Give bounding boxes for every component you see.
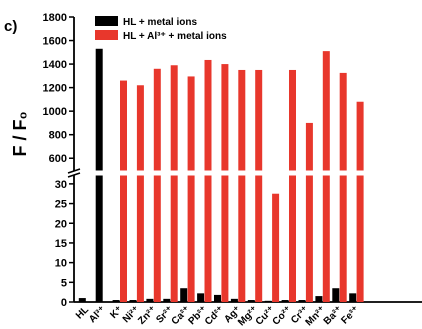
- y-tick-label: 30: [55, 179, 67, 191]
- bar: [315, 296, 323, 302]
- bar: [238, 69, 246, 302]
- bar: [281, 300, 289, 302]
- bar: [221, 64, 229, 302]
- bar: [163, 298, 171, 302]
- legend: HL + metal ions HL + Al³⁺ + metal ions: [95, 16, 227, 42]
- bar: [298, 300, 306, 302]
- bar: [204, 59, 212, 303]
- y-tick-label: 0: [61, 297, 67, 309]
- x-tick-label: Al³⁺: [87, 304, 108, 325]
- y-tick-label: 800: [49, 130, 67, 142]
- legend-label: HL + Al³⁺ + metal ions: [123, 31, 227, 42]
- legend-swatch: [95, 16, 118, 26]
- legend-label: HL + metal ions: [123, 17, 197, 28]
- bar: [272, 193, 280, 302]
- y-tick-label: 25: [55, 199, 67, 211]
- bar: [289, 69, 296, 302]
- bar: [322, 51, 330, 302]
- bar: [187, 76, 195, 302]
- legend-swatch: [95, 30, 118, 40]
- bar: [264, 300, 272, 302]
- bar: [332, 288, 340, 302]
- y-tick-label: 1800: [43, 12, 67, 24]
- bar: [129, 300, 137, 302]
- bar: [214, 294, 221, 302]
- break-gap: [40, 170, 422, 176]
- y-tick-label: 1000: [43, 106, 67, 118]
- bar: [120, 80, 127, 302]
- axis-break: [40, 168, 422, 178]
- y-tick-label: 5: [61, 277, 67, 289]
- y-tick-label: 1200: [43, 83, 67, 95]
- y-tick-label: 10: [55, 258, 67, 270]
- bar: [170, 65, 178, 302]
- bar: [247, 300, 255, 302]
- y-tick-label: 20: [55, 218, 67, 230]
- y-axis-label: F / F₀: [10, 111, 30, 156]
- bar: [180, 288, 188, 302]
- x-tick-label: Fe³⁺: [339, 304, 361, 326]
- bar: [339, 72, 347, 303]
- break-mark: [67, 168, 81, 174]
- break-mark: [67, 172, 81, 178]
- bar: [78, 298, 86, 302]
- y-tick-label: 600: [49, 153, 67, 165]
- bar: [153, 68, 161, 303]
- bar: [112, 300, 120, 302]
- bar: [197, 293, 205, 302]
- bar: [356, 101, 364, 302]
- bar: [230, 298, 238, 302]
- y-tick-label: 1400: [43, 59, 67, 71]
- bar: [146, 298, 154, 302]
- bar: [136, 85, 144, 302]
- y-tick-label: 15: [55, 238, 67, 250]
- y-tick-label: 1600: [43, 36, 67, 48]
- bar: [305, 122, 313, 302]
- y-ticks: 0 5 10 15 20 25 30 600 800 1000 1200 1400 1600 1800: [43, 12, 74, 309]
- bar: [255, 69, 263, 302]
- panel-label: c): [4, 18, 17, 35]
- bar: [349, 293, 357, 302]
